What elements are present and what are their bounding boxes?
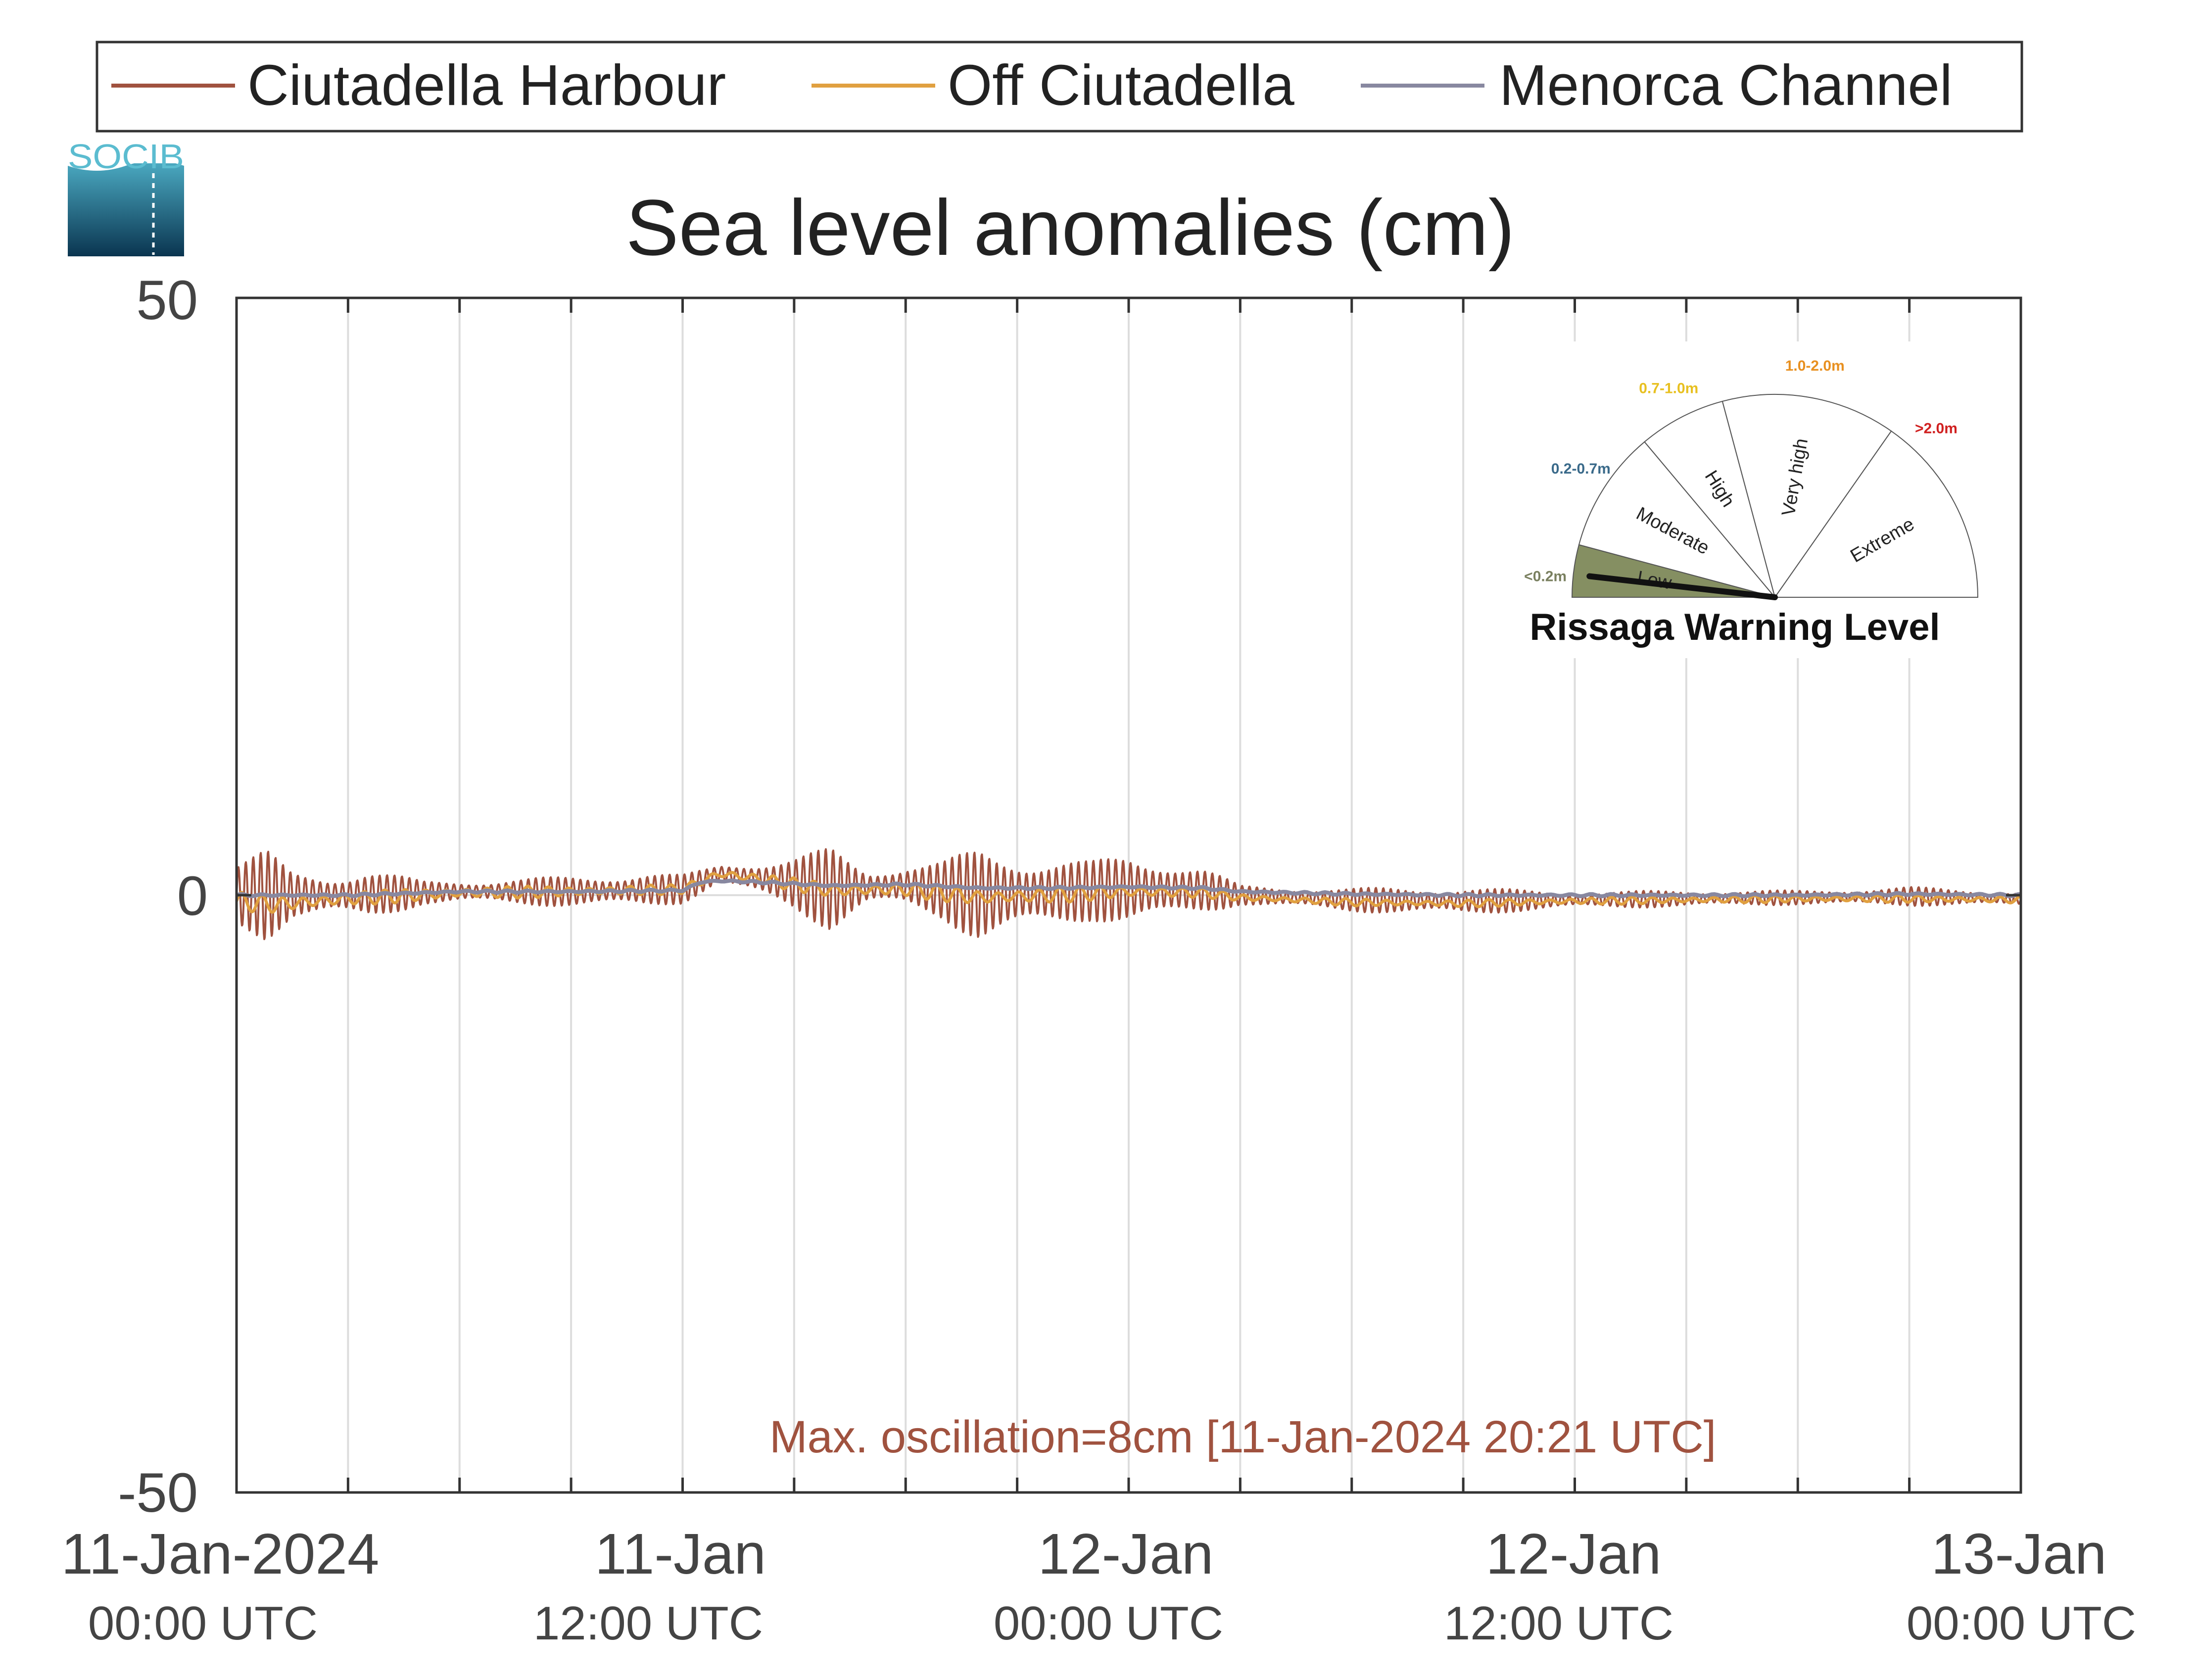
xtick-label-4: 13-Jan (1931, 1522, 2107, 1586)
series-line-menorca-channel (236, 878, 2021, 899)
ytick-label-zero: 0 (177, 865, 208, 927)
legend-label-ciutadella-harbour: Ciutadella Harbour (247, 53, 726, 117)
logo-text: SOCIB (68, 137, 184, 176)
gauge-range-extreme: >2.0m (1915, 420, 1958, 436)
gauge-sector-very-high (1721, 394, 1892, 599)
tick-layer (235, 296, 2022, 1494)
max-oscillation-annotation: Max. oscillation=8cm [11-Jan-2024 20:21 … (769, 1412, 1716, 1462)
legend-box (96, 41, 2023, 133)
xtick-label-3: 12-Jan (1486, 1522, 1662, 1586)
legend-label-off-ciutadella: Off Ciutadella (948, 53, 1294, 117)
gauge-range-moderate: 0.2-0.7m (1551, 461, 1611, 477)
xtick-label-2: 12-Jan (1038, 1522, 1214, 1586)
gauge-sector-high (1644, 400, 1775, 598)
xtick-sublabel-3: 12:00 UTC (1444, 1597, 1673, 1650)
ytick-label-top: 50 (136, 269, 198, 331)
logo-block (68, 163, 184, 256)
xtick-sublabel-1: 12:00 UTC (533, 1597, 763, 1650)
xtick-sublabel-4: 00:00 UTC (1907, 1597, 2136, 1650)
gauge-range-very-high: 1.0-2.0m (1785, 358, 1845, 374)
gauge-range-low: <0.2m (1524, 569, 1567, 585)
gauge-range-high: 0.7-1.0m (1639, 381, 1698, 397)
xtick-label-0: 11-Jan-2024 (61, 1522, 380, 1586)
series-layer (235, 848, 2022, 940)
socib-logo: SOCIB (68, 137, 184, 256)
chart-title: Sea level anomalies (cm) (626, 183, 1515, 272)
legend-label-menorca-channel: Menorca Channel (1499, 53, 1953, 117)
xtick-sublabel-0: 00:00 UTC (88, 1597, 318, 1650)
gauge-sector-extreme (1774, 430, 1979, 598)
ytick-label-bottom: -50 (118, 1462, 198, 1524)
xtick-sublabel-2: 00:00 UTC (994, 1597, 1223, 1650)
gauge-needle (1586, 573, 1778, 600)
logo-wave (68, 161, 184, 171)
gauge-title: Rissaga Warning Level (1529, 606, 1940, 648)
legend: Ciutadella Harbour Off Ciutadella Menorc… (96, 41, 2023, 133)
gauge-sector-moderate (1578, 441, 1776, 598)
xtick-label-1: 11-Jan (595, 1522, 766, 1586)
